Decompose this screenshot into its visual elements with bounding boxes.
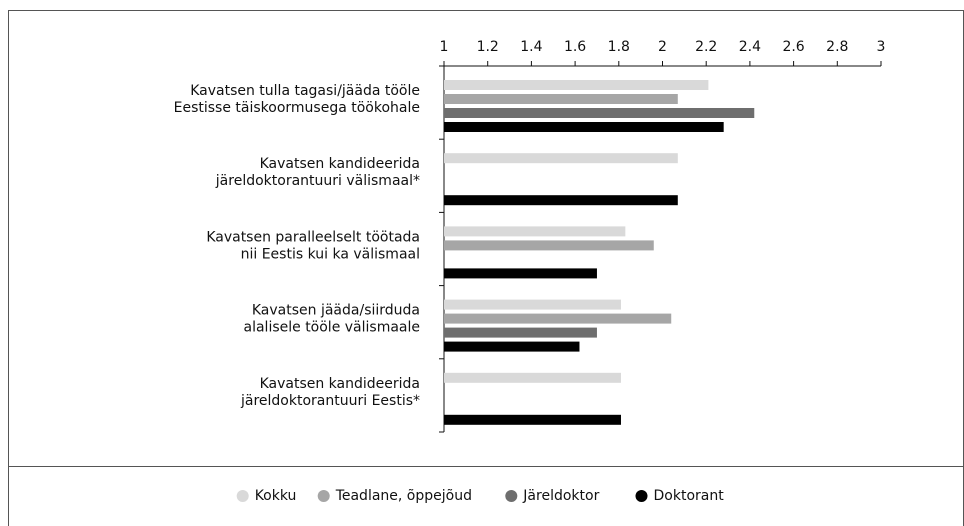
x-tick-label: 1.4 [520, 39, 542, 55]
y-tick-label-line: Kavatsen tulla tagasi/jääda tööle [190, 83, 420, 99]
bar [444, 153, 678, 164]
x-tick-label: 2 [658, 39, 667, 55]
legend-label: Doktorant [654, 488, 725, 504]
bar [444, 299, 621, 310]
bar [444, 226, 626, 237]
bar [444, 195, 678, 206]
y-tick-label-line: Kavatsen kandideerida [260, 376, 420, 392]
x-tick-label: 1 [440, 39, 449, 55]
x-tick-label: 1.8 [608, 39, 630, 55]
bar [444, 122, 724, 132]
x-tick-label: 1.2 [477, 39, 499, 55]
x-tick-label: 3 [877, 39, 886, 55]
legend-marker [505, 490, 518, 502]
y-tick-label: Kavatsen kandideerida järeldoktorantuuri … [240, 376, 420, 409]
legend-marker [236, 490, 249, 502]
legend-label: Kokku [255, 488, 297, 504]
x-tick-label: 2.6 [782, 39, 804, 55]
bar [444, 327, 597, 338]
legend-marker [635, 490, 648, 502]
x-tick-label: 1.6 [564, 39, 586, 55]
bar [444, 313, 672, 324]
bar [444, 240, 654, 251]
y-tick-label: Kavatsen paralleelselt töötada nii Eestis… [206, 229, 420, 262]
bar [444, 268, 597, 279]
bar [444, 80, 709, 90]
y-tick-label: Kavatsen jääda/siirduda alalisele tööle v… [244, 303, 421, 336]
y-tick-label-line: Kavatsen paralleelselt töötada [206, 229, 420, 245]
bar [444, 341, 580, 352]
bar [444, 372, 621, 383]
x-tick-label: 2.2 [695, 39, 717, 55]
bar [444, 414, 621, 425]
y-tick-label-line: nii Eestis kui ka välismaal [241, 246, 420, 262]
y-tick-label-line: järeldoktorantuuri Eestis* [240, 393, 420, 409]
bar [444, 94, 678, 104]
x-tick-label: 2.4 [739, 39, 761, 55]
bar [444, 108, 755, 118]
y-tick-label-line: alalisele tööle välismaale [244, 320, 421, 336]
y-tick-label: Kavatsen kandideerida järeldoktorantuuri … [215, 156, 420, 189]
y-tick-label-line: Kavatsen kandideerida [260, 156, 420, 172]
legend-label: Järeldoktor [522, 488, 599, 504]
y-tick-label: Kavatsen tulla tagasi/jääda tööle Eestiss… [174, 83, 420, 116]
y-tick-label-line: järeldoktorantuuri välismaal* [215, 173, 420, 189]
x-tick-label: 2.8 [826, 39, 848, 55]
y-tick-label-line: Kavatsen jääda/siirduda [252, 303, 420, 319]
legend-marker [317, 490, 330, 502]
legend-label: Teadlane, õppejõud [335, 488, 472, 504]
y-tick-label-line: Eestisse täiskoormusega töökohale [174, 100, 420, 116]
